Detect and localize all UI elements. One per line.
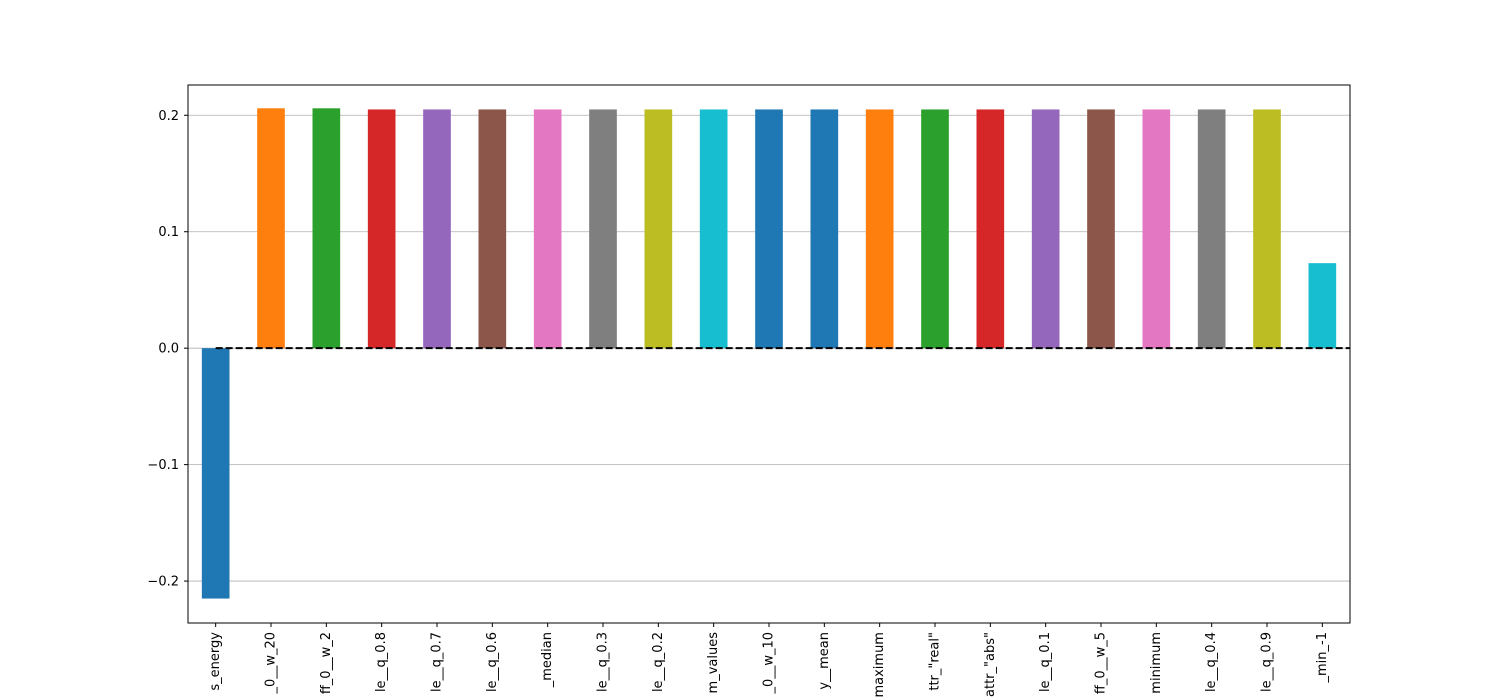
y-tick-label: 0.0 [158, 342, 179, 357]
x-tick-label: _0__w_10 [762, 632, 777, 694]
bar [921, 109, 949, 349]
bar [1142, 109, 1171, 349]
bar [257, 108, 285, 349]
bar [1087, 109, 1115, 349]
bar [1253, 109, 1281, 349]
bar [1031, 109, 1060, 349]
x-axis-ticks: s_energy _0__w_20 ff_0__w_2 le__q_0.8 le__q_… [208, 623, 1330, 698]
bars [201, 108, 1337, 599]
y-tick-label: −0.1 [147, 458, 179, 473]
x-tick-label: le__q_0.8 [374, 632, 389, 692]
bar [533, 109, 562, 349]
x-tick-label: attr_"abs" [983, 632, 998, 697]
y-tick-label: 0.1 [158, 225, 179, 240]
y-tick-label: 0.2 [158, 109, 179, 124]
x-tick-label: _median [540, 632, 555, 688]
x-tick-label: m_values [706, 632, 721, 694]
bar [755, 109, 783, 349]
x-tick-label: minimum [1149, 632, 1164, 694]
x-tick-label: maximum [872, 632, 887, 698]
bar [644, 109, 673, 349]
bar [312, 108, 341, 349]
x-tick-label: le__q_0.3 [596, 632, 611, 692]
bar [423, 109, 451, 349]
x-tick-label: le__q_0.4 [1204, 632, 1219, 692]
x-tick-label: le__q_0.6 [485, 632, 500, 692]
x-tick-label: le__q_0.1 [1038, 632, 1053, 692]
bar [478, 109, 507, 349]
x-tick-label: ttr_"real" [928, 632, 943, 691]
x-tick-label: _0__w_20 [264, 632, 279, 694]
x-tick-label: s_energy [208, 632, 223, 691]
y-axis-ticks: −0.2 −0.1 0.0 0.1 0.2 [147, 109, 188, 590]
x-tick-label: le__q_0.7 [430, 632, 445, 692]
bar [201, 348, 230, 599]
y-tick-label: −0.2 [147, 575, 179, 590]
x-tick-label: le__q_0.9 [1260, 632, 1275, 692]
x-tick-label: le__q_0.2 [651, 632, 666, 692]
x-tick-label: ff_0__w_5 [1094, 632, 1109, 694]
bar [589, 109, 617, 349]
bar [810, 109, 839, 349]
bar [976, 109, 1005, 349]
x-tick-label: ff_0__w_2 [319, 632, 334, 694]
bar [865, 109, 894, 349]
x-tick-label: _min_-1 [1315, 632, 1330, 683]
bar [367, 109, 396, 349]
bar [1197, 109, 1226, 349]
x-tick-label: y__mean [817, 632, 832, 690]
bar [1308, 263, 1337, 349]
bar [699, 109, 728, 349]
